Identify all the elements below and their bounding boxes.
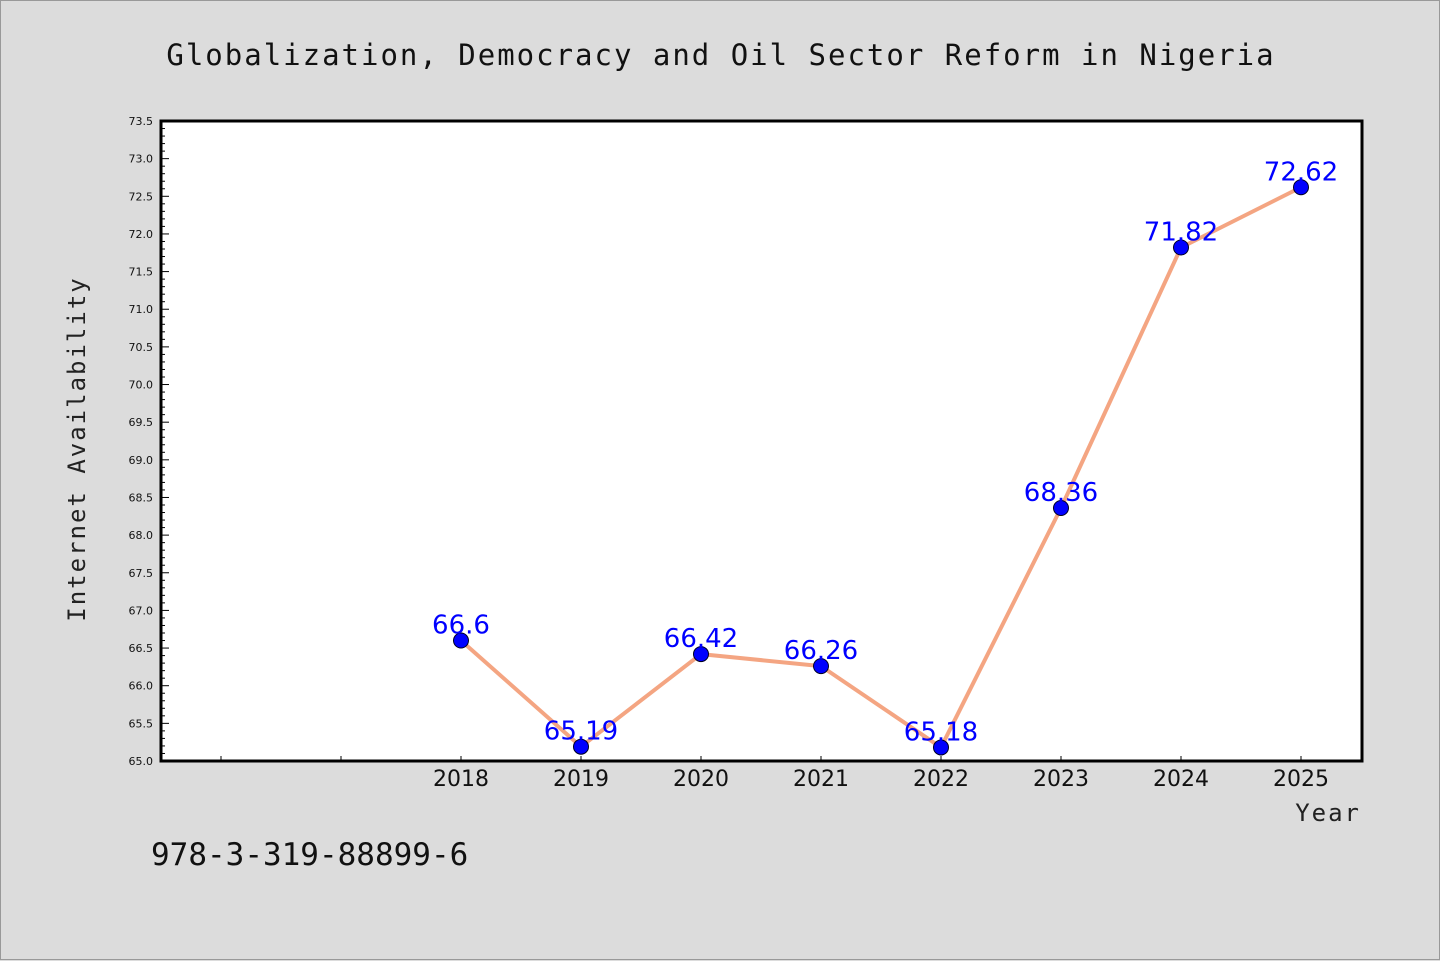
x-axis-title: Year — [1295, 799, 1361, 827]
data-label: 65.18 — [904, 717, 978, 747]
data-label: 66.26 — [784, 636, 858, 666]
y-axis-title: Internet Availability — [63, 276, 91, 621]
data-labels: 66.6 65.19 66.42 66.26 65.18 68.36 71.82 72.62 — [432, 157, 1338, 747]
y-tick-label: 66.5 — [129, 642, 154, 655]
x-tick-label: 2020 — [673, 767, 729, 792]
x-tick-labels: 2018 2019 2020 2021 2022 2023 2024 2025 — [433, 767, 1329, 792]
y-tick-label: 68.5 — [129, 491, 154, 504]
data-label: 66.6 — [432, 611, 490, 641]
y-tick-label: 67.5 — [129, 567, 154, 580]
isbn-text: 978-3-319-88899-6 — [151, 837, 468, 873]
y-tick-label: 70.0 — [129, 379, 154, 392]
y-tick-label: 69.0 — [129, 454, 154, 467]
y-tick-label: 71.5 — [129, 266, 154, 279]
y-tick-label: 66.0 — [129, 680, 154, 693]
y-tick-label: 73.0 — [129, 153, 154, 166]
y-tick-label: 65.0 — [129, 755, 154, 768]
data-markers — [453, 179, 1309, 756]
plot-border — [159, 119, 1364, 763]
data-label: 65.19 — [544, 717, 618, 747]
x-tick-label: 2021 — [793, 767, 849, 792]
data-label: 72.62 — [1264, 157, 1338, 187]
data-point — [693, 646, 709, 663]
data-label: 71.82 — [1144, 217, 1218, 247]
y-tick-label: 69.5 — [129, 416, 154, 429]
data-label: 66.42 — [664, 624, 738, 654]
data-point — [813, 658, 829, 675]
x-tick-label: 2025 — [1273, 767, 1329, 792]
y-tick-label: 70.5 — [129, 341, 154, 354]
y-tick-label: 68.0 — [129, 529, 154, 542]
data-point — [453, 632, 469, 649]
y-tick-label: 72.0 — [129, 228, 154, 241]
y-tick-label: 71.0 — [129, 303, 154, 316]
y-tick-label: 65.5 — [129, 717, 154, 730]
y-tick-label: 73.5 — [129, 115, 154, 128]
data-point — [1293, 179, 1309, 196]
data-point — [933, 739, 949, 756]
x-tick-label: 2024 — [1153, 767, 1209, 792]
x-tick-label: 2023 — [1033, 767, 1089, 792]
series-line — [459, 185, 1302, 750]
chart-title: Globalization, Democracy and Oil Sector … — [166, 38, 1275, 72]
x-tick-label: 2018 — [433, 767, 489, 792]
y-tick-label: 67.0 — [129, 604, 154, 617]
y-tick-labels: 65.0 65.5 66.0 66.5 67.0 67.5 68.0 68.5 69.0 69.5… — [129, 115, 154, 768]
y-tick-label: 72.5 — [129, 190, 154, 203]
data-point — [1053, 500, 1069, 517]
x-tick-label: 2022 — [913, 767, 969, 792]
plot-area — [161, 121, 1362, 761]
data-point — [1173, 239, 1189, 256]
data-label: 68.36 — [1024, 478, 1098, 508]
x-tick-label: 2019 — [553, 767, 609, 792]
data-point — [573, 738, 589, 755]
